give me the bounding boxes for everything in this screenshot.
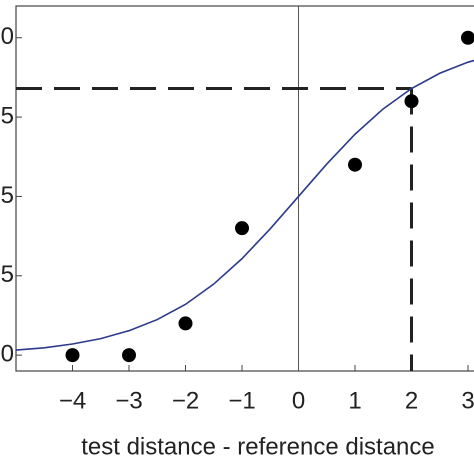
data-point <box>178 316 193 331</box>
y-tick-label: 1.0 <box>0 23 14 50</box>
plot-frame <box>15 5 474 372</box>
data-point <box>404 94 419 109</box>
x-tick-label: −4 <box>59 387 86 414</box>
y-tick-label: 0.75 <box>0 102 14 129</box>
data-point <box>235 221 249 236</box>
data-point <box>122 348 136 363</box>
fit-curve <box>15 59 474 351</box>
x-tick-label: 2 <box>405 387 418 414</box>
data-point <box>348 157 362 172</box>
x-tick-label: −1 <box>228 387 255 414</box>
x-tick-label: −3 <box>115 387 142 414</box>
data-point <box>461 30 474 45</box>
x-axis-label: test distance - reference distance <box>81 433 435 460</box>
y-tick-label: 0.0 <box>0 340 14 367</box>
x-tick-label: 0 <box>292 387 305 414</box>
x-tick-label: 3 <box>461 387 474 414</box>
y-tick-label: 0.5 <box>0 182 14 209</box>
x-tick-label: 1 <box>348 387 361 414</box>
x-tick-label: −2 <box>172 387 199 414</box>
data-point <box>65 348 80 363</box>
y-tick-label: 0.25 <box>0 261 14 288</box>
